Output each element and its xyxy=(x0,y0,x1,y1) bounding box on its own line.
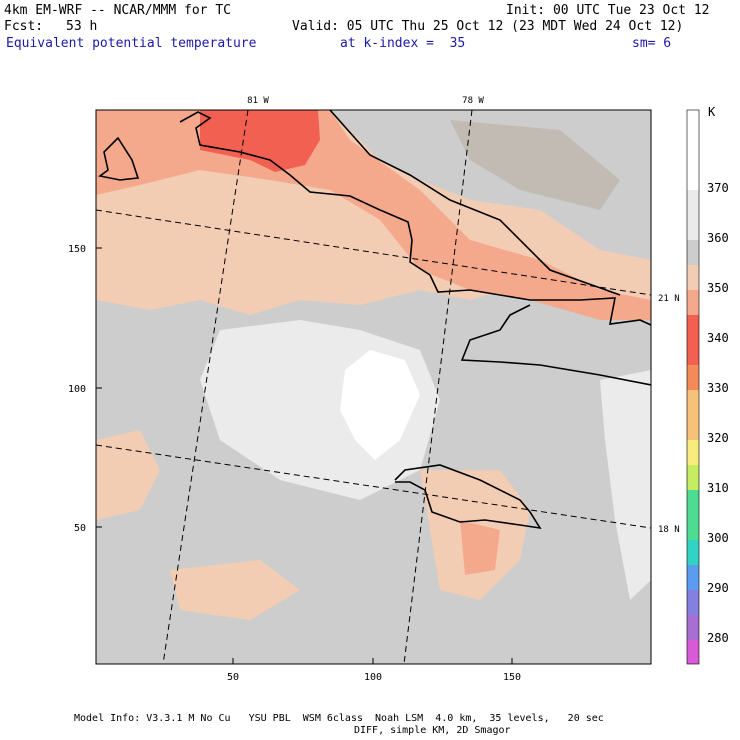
field-white-core xyxy=(340,350,420,460)
colorbar-label: 280 xyxy=(707,631,729,645)
field-tan-patch-1 xyxy=(96,430,160,520)
colorbar-swatch xyxy=(687,615,699,640)
model-info: Model Info: V3.3.1 M No Cu YSU PBL WSM 6… xyxy=(74,713,604,724)
forecast-label: Fcst: xyxy=(4,19,44,34)
y-tick-label: 50 xyxy=(74,523,86,534)
colorbar-swatch xyxy=(687,565,699,590)
colorbar-swatch xyxy=(687,515,699,540)
model-info-diff: DIFF, simple KM, 2D Smagor xyxy=(354,725,511,736)
coastlines xyxy=(98,110,651,530)
theta-e-field xyxy=(96,110,651,664)
forecast-hour: 53 h xyxy=(66,19,98,34)
colorbar-swatch xyxy=(687,440,699,465)
smoothing-value: sm= 6 xyxy=(632,36,672,51)
colorbar-frame xyxy=(686,109,700,665)
latitude-label: 21 N xyxy=(658,294,680,304)
graticule xyxy=(96,110,651,664)
colorbar-swatch xyxy=(687,465,699,490)
colorbar-swatch xyxy=(687,190,699,215)
colorbar-label: 310 xyxy=(707,481,729,495)
colorbar-swatch xyxy=(687,490,699,515)
y-tick-label: 100 xyxy=(68,384,86,395)
x-tick-label: 50 xyxy=(227,672,239,683)
colorbar-swatch xyxy=(687,315,699,340)
colorbar-label: 370 xyxy=(707,181,729,195)
valid-time: Valid: 05 UTC Thu 25 Oct 12 (23 MDT Wed … xyxy=(292,19,684,34)
field-name: Equivalent potential temperature xyxy=(6,36,257,51)
init-time: Init: 00 UTC Tue 23 Oct 12 xyxy=(506,3,710,18)
field-red-core xyxy=(200,110,320,172)
coastline-northeast xyxy=(329,110,621,296)
latitude-label: 18 N xyxy=(658,525,680,535)
colorbar-swatch xyxy=(687,340,699,365)
colorbar-swatch xyxy=(687,165,699,190)
coastline-north xyxy=(179,111,651,326)
parallel-21n xyxy=(96,209,651,296)
field-lightgrey-east xyxy=(600,370,651,600)
x-tick-marks xyxy=(96,247,513,664)
colorbar-swatch xyxy=(687,640,699,664)
colorbar-swatch xyxy=(687,540,699,565)
longitude-label: 78 W xyxy=(462,96,484,106)
meridian-81w xyxy=(162,110,249,664)
field-salmon-patch xyxy=(460,520,500,575)
longitude-label: 81 W xyxy=(247,96,269,106)
colorbar-label: 300 xyxy=(707,531,729,545)
field-grey-patch xyxy=(450,120,620,210)
colorbar-swatch xyxy=(687,415,699,440)
colorbar-swatch xyxy=(687,215,699,240)
colorbar-label: 290 xyxy=(707,581,729,595)
colorbar-swatch xyxy=(687,390,699,415)
y-tick-label: 150 xyxy=(68,244,86,255)
colorbar-label: 320 xyxy=(707,431,729,445)
colorbar-swatch xyxy=(687,365,699,390)
field-salmon-band xyxy=(96,110,651,320)
model-title: 4km EM-WRF -- NCAR/MMM for TC xyxy=(4,3,231,18)
colorbar-swatch xyxy=(687,290,699,315)
colorbar-label: 330 xyxy=(707,381,729,395)
x-tick-label: 100 xyxy=(364,672,382,683)
map-labels: 50 100 150 50 100 150 81 W 78 W 21 N 18 … xyxy=(68,96,729,683)
colorbar-label: 340 xyxy=(707,331,729,345)
colorbar-unit: K xyxy=(708,105,716,119)
colorbar-swatch xyxy=(687,140,699,165)
parallel-18n xyxy=(96,444,651,529)
coastline-isle xyxy=(98,136,140,181)
colorbar-swatch xyxy=(687,265,699,290)
colorbar-swatch xyxy=(687,110,699,140)
field-tan-patch-2 xyxy=(170,560,300,620)
x-tick-label: 150 xyxy=(503,672,521,683)
colorbar-label: 360 xyxy=(707,231,729,245)
meridian-78w xyxy=(403,110,473,664)
colorbar-label: 350 xyxy=(707,281,729,295)
level-index: at k-index = 35 xyxy=(340,36,466,51)
colorbar-swatch xyxy=(687,590,699,615)
colorbar xyxy=(686,109,700,665)
coastline-east xyxy=(460,304,651,386)
colorbar-swatch xyxy=(687,240,699,265)
coastline-jamaica xyxy=(394,464,542,530)
